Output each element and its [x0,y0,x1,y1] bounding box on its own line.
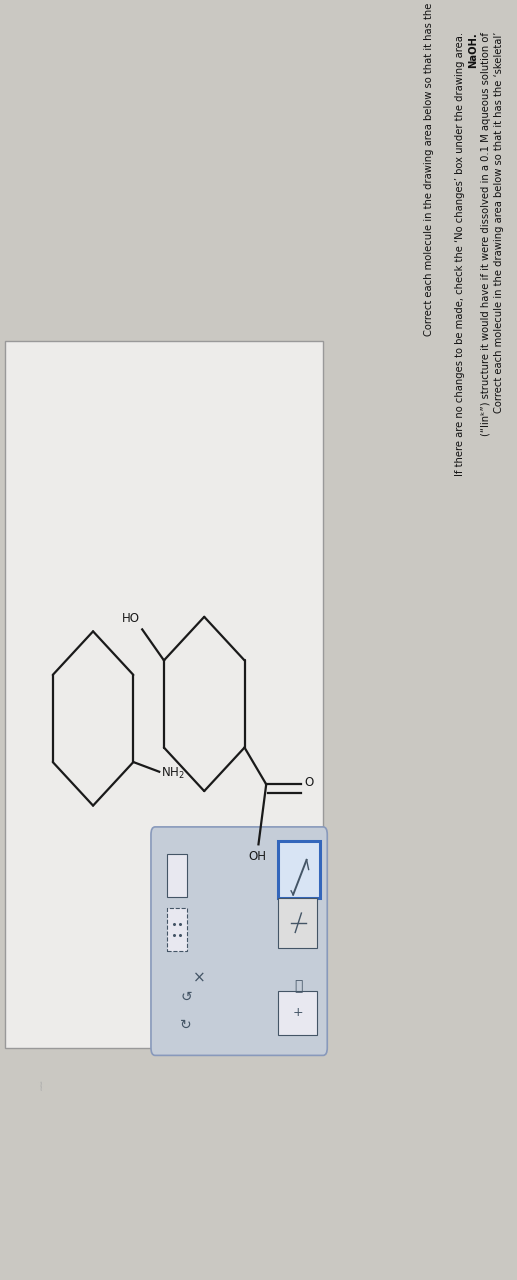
Text: NH$_2$: NH$_2$ [161,767,185,781]
FancyBboxPatch shape [167,854,187,896]
Text: /: / [38,1082,44,1092]
Text: ↺: ↺ [180,991,192,1005]
Text: NaOH.: NaOH. [468,32,478,68]
FancyBboxPatch shape [167,909,187,951]
Text: O: O [305,776,314,788]
Text: Correct each molecule in the drawing area below so that it has the ‘skeletal’: Correct each molecule in the drawing are… [494,32,504,413]
FancyBboxPatch shape [151,827,327,1056]
Text: +: + [293,1006,303,1019]
Text: ✋: ✋ [294,979,302,993]
Text: ↻: ↻ [180,1018,192,1032]
Text: (“linᵏ”) structure it would have if it were dissolved in a 0.1 M aqueous solutio: (“linᵏ”) structure it would have if it w… [481,32,491,436]
FancyBboxPatch shape [278,841,320,897]
Text: If there are no changes to be made, check the ‘No changes’ box under the drawing: If there are no changes to be made, chec… [455,32,465,476]
Text: OH: OH [249,850,266,863]
FancyBboxPatch shape [278,991,317,1036]
Text: ×: × [193,970,205,986]
Text: HO: HO [121,612,140,625]
FancyBboxPatch shape [278,897,317,948]
Text: Correct each molecule in the drawing area below so that it has the: Correct each molecule in the drawing are… [424,0,434,337]
FancyBboxPatch shape [5,340,323,1047]
